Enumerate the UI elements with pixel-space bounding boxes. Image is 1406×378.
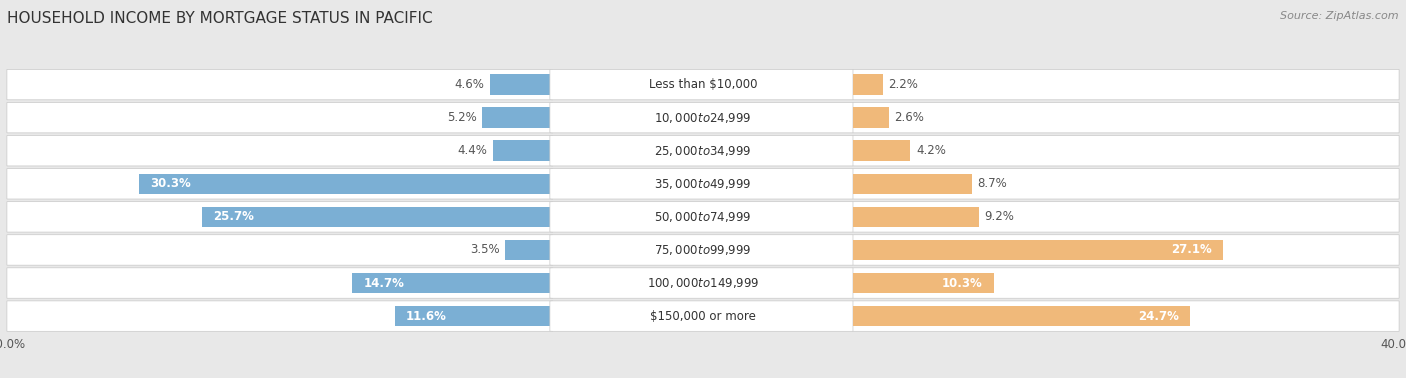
Text: 24.7%: 24.7% xyxy=(1139,310,1180,322)
FancyBboxPatch shape xyxy=(550,70,856,100)
FancyBboxPatch shape xyxy=(853,301,1399,331)
Bar xyxy=(494,141,553,161)
Bar xyxy=(505,240,553,260)
Text: $75,000 to $99,999: $75,000 to $99,999 xyxy=(654,243,752,257)
Text: 27.1%: 27.1% xyxy=(1171,243,1212,256)
Text: 30.3%: 30.3% xyxy=(150,177,191,190)
Text: $150,000 or more: $150,000 or more xyxy=(650,310,756,322)
FancyBboxPatch shape xyxy=(550,102,856,133)
FancyBboxPatch shape xyxy=(7,136,553,166)
FancyBboxPatch shape xyxy=(7,301,553,331)
Bar xyxy=(853,273,994,293)
Text: $10,000 to $24,999: $10,000 to $24,999 xyxy=(654,111,752,125)
Text: $35,000 to $49,999: $35,000 to $49,999 xyxy=(654,177,752,191)
Text: 4.6%: 4.6% xyxy=(454,78,485,91)
Text: 2.6%: 2.6% xyxy=(894,111,924,124)
FancyBboxPatch shape xyxy=(550,202,856,232)
Text: HOUSEHOLD INCOME BY MORTGAGE STATUS IN PACIFIC: HOUSEHOLD INCOME BY MORTGAGE STATUS IN P… xyxy=(7,11,433,26)
Text: Less than $10,000: Less than $10,000 xyxy=(648,78,758,91)
FancyBboxPatch shape xyxy=(550,169,856,199)
FancyBboxPatch shape xyxy=(7,70,553,100)
Bar xyxy=(853,306,1191,326)
Text: 3.5%: 3.5% xyxy=(470,243,499,256)
FancyBboxPatch shape xyxy=(7,235,553,265)
Text: 9.2%: 9.2% xyxy=(984,211,1014,223)
Bar xyxy=(853,74,883,95)
FancyBboxPatch shape xyxy=(550,136,856,166)
Bar xyxy=(353,273,553,293)
FancyBboxPatch shape xyxy=(550,301,856,331)
FancyBboxPatch shape xyxy=(7,102,553,133)
Text: $50,000 to $74,999: $50,000 to $74,999 xyxy=(654,210,752,224)
Text: 4.4%: 4.4% xyxy=(457,144,488,157)
Bar xyxy=(139,174,553,194)
Bar xyxy=(853,240,1223,260)
Bar xyxy=(853,141,911,161)
FancyBboxPatch shape xyxy=(853,102,1399,133)
Bar xyxy=(491,74,553,95)
Bar xyxy=(853,107,889,128)
Text: 2.2%: 2.2% xyxy=(889,78,918,91)
Bar xyxy=(395,306,553,326)
Text: 8.7%: 8.7% xyxy=(977,177,1007,190)
Text: 4.2%: 4.2% xyxy=(915,144,946,157)
Text: 11.6%: 11.6% xyxy=(405,310,446,322)
Text: 14.7%: 14.7% xyxy=(363,277,404,290)
FancyBboxPatch shape xyxy=(853,169,1399,199)
FancyBboxPatch shape xyxy=(7,268,553,298)
FancyBboxPatch shape xyxy=(550,268,856,298)
FancyBboxPatch shape xyxy=(853,202,1399,232)
Text: 5.2%: 5.2% xyxy=(447,111,477,124)
Bar xyxy=(853,207,979,227)
Bar xyxy=(482,107,553,128)
FancyBboxPatch shape xyxy=(853,70,1399,100)
FancyBboxPatch shape xyxy=(853,136,1399,166)
FancyBboxPatch shape xyxy=(7,169,553,199)
Bar xyxy=(202,207,553,227)
FancyBboxPatch shape xyxy=(853,268,1399,298)
FancyBboxPatch shape xyxy=(7,202,553,232)
Text: 10.3%: 10.3% xyxy=(942,277,983,290)
FancyBboxPatch shape xyxy=(853,235,1399,265)
Text: Source: ZipAtlas.com: Source: ZipAtlas.com xyxy=(1281,11,1399,21)
Bar xyxy=(853,174,972,194)
Text: $25,000 to $34,999: $25,000 to $34,999 xyxy=(654,144,752,158)
Text: $100,000 to $149,999: $100,000 to $149,999 xyxy=(647,276,759,290)
Text: 25.7%: 25.7% xyxy=(214,211,254,223)
FancyBboxPatch shape xyxy=(550,235,856,265)
